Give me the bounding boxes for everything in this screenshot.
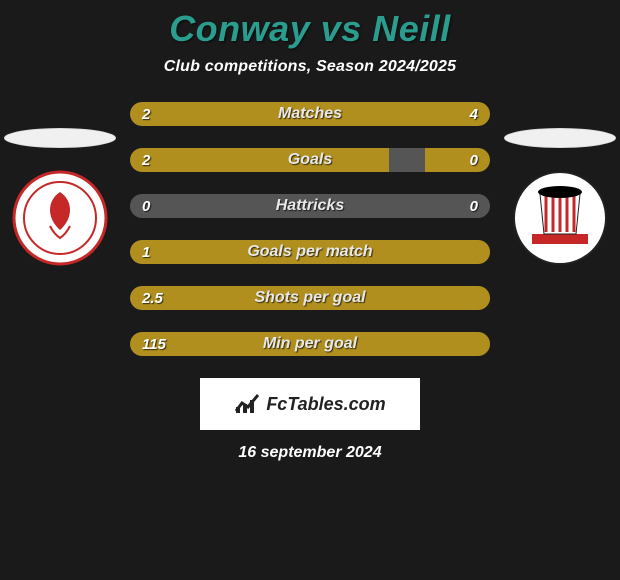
stat-row: 115Min per goal bbox=[0, 332, 620, 356]
stat-bar: 00Hattricks bbox=[130, 194, 490, 218]
brand-logo[interactable]: FcTables.com bbox=[200, 378, 420, 430]
page-title: Conway vs Neill bbox=[0, 8, 620, 50]
chart-icon bbox=[234, 393, 260, 415]
stat-bar: 1Goals per match bbox=[130, 240, 490, 264]
stat-label: Goals per match bbox=[130, 240, 490, 264]
stat-label: Matches bbox=[130, 102, 490, 126]
stat-row: 00Hattricks bbox=[0, 194, 620, 218]
stat-row: 2.5Shots per goal bbox=[0, 286, 620, 310]
stat-bar: 24Matches bbox=[130, 102, 490, 126]
stat-label: Min per goal bbox=[130, 332, 490, 356]
stat-bar: 20Goals bbox=[130, 148, 490, 172]
stat-label: Hattricks bbox=[130, 194, 490, 218]
brand-text: FcTables.com bbox=[266, 394, 385, 415]
stat-bar: 2.5Shots per goal bbox=[130, 286, 490, 310]
stats-chart: 24Matches 20Goals 00Hattricks 1Goals per ma… bbox=[0, 102, 620, 356]
subtitle: Club competitions, Season 2024/2025 bbox=[0, 58, 620, 76]
stat-row: 24Matches bbox=[0, 102, 620, 126]
date-label: 16 september 2024 bbox=[0, 444, 620, 462]
stat-row: 1Goals per match bbox=[0, 240, 620, 264]
stat-label: Goals bbox=[130, 148, 490, 172]
stat-bar: 115Min per goal bbox=[130, 332, 490, 356]
stat-row: 20Goals bbox=[0, 148, 620, 172]
stat-label: Shots per goal bbox=[130, 286, 490, 310]
